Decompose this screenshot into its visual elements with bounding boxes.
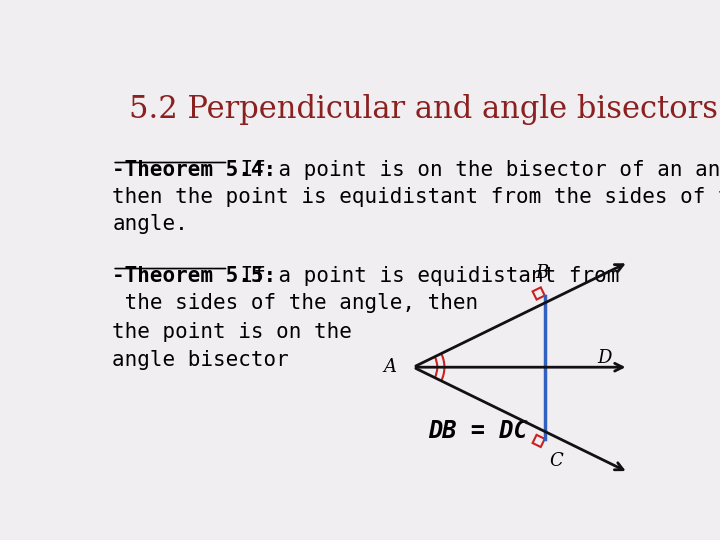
Text: angle.: angle. (112, 214, 188, 234)
Text: If a point is equidistant from: If a point is equidistant from (228, 266, 620, 286)
Text: A: A (384, 358, 397, 376)
Text: 5.2 Perpendicular and angle bisectors: 5.2 Perpendicular and angle bisectors (129, 94, 718, 125)
Text: the sides of the angle, then: the sides of the angle, then (112, 294, 479, 314)
Text: -Theorem 5.4:: -Theorem 5.4: (112, 160, 276, 180)
Text: DB = DC: DB = DC (428, 418, 528, 443)
Text: the point is on the: the point is on the (112, 322, 352, 342)
Text: angle bisector: angle bisector (112, 349, 289, 369)
Text: D: D (598, 349, 612, 367)
Text: then the point is equidistant from the sides of the: then the point is equidistant from the s… (112, 187, 720, 207)
Text: -Theorem 5.5:: -Theorem 5.5: (112, 266, 276, 286)
Text: C: C (549, 452, 563, 470)
Text: If a point is on the bisector of an angle,: If a point is on the bisector of an angl… (228, 160, 720, 180)
Text: B: B (536, 265, 549, 282)
